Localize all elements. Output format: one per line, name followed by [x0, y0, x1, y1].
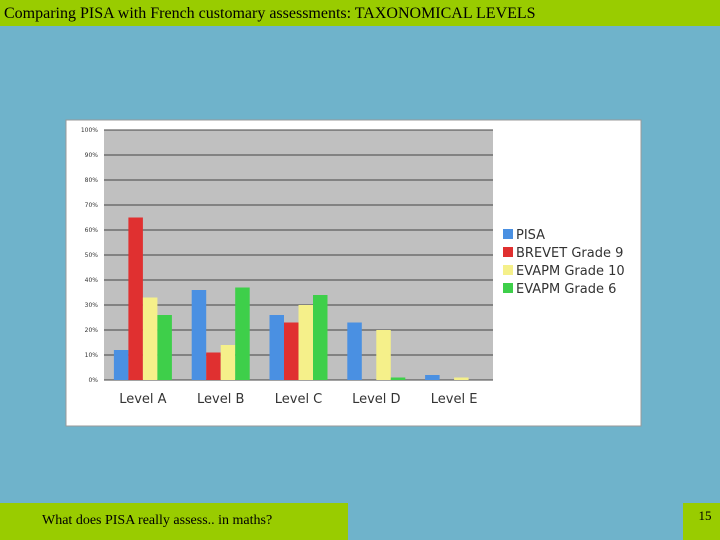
y-tick-label: 20% — [85, 327, 99, 334]
slide-title: Comparing PISA with French customary ass… — [4, 5, 536, 22]
bar — [425, 375, 440, 380]
bar — [454, 377, 469, 380]
x-tick-label: Level B — [197, 392, 244, 407]
x-tick-label: Level A — [119, 392, 166, 407]
legend-swatch — [503, 265, 513, 275]
y-tick-label: 100% — [81, 127, 98, 134]
legend-label: PISA — [516, 228, 545, 243]
x-tick-label: Level E — [431, 392, 478, 407]
legend-label: EVAPM Grade 6 — [516, 282, 616, 297]
bar — [157, 315, 172, 380]
legend-swatch — [503, 229, 513, 239]
bar — [128, 217, 143, 380]
bar — [284, 322, 299, 380]
y-tick-label: 40% — [85, 277, 99, 284]
bar — [313, 295, 328, 380]
legend-swatch — [503, 247, 513, 257]
page-number-box — [683, 503, 720, 540]
bar — [347, 322, 362, 380]
title-bar — [0, 0, 720, 26]
x-tick-label: Level D — [352, 392, 400, 407]
bar — [235, 287, 250, 380]
bar — [390, 377, 406, 380]
legend-label: BREVET Grade 9 — [516, 246, 623, 261]
bar — [191, 290, 207, 380]
footer-text: What does PISA really assess.. in maths? — [42, 513, 272, 528]
y-tick-label: 60% — [85, 227, 99, 234]
legend-label: EVAPM Grade 10 — [516, 264, 625, 279]
y-tick-label: 30% — [85, 302, 99, 309]
bar — [220, 345, 236, 380]
y-tick-label: 90% — [85, 152, 99, 159]
page-number: 15 — [699, 508, 712, 523]
y-tick-label: 50% — [85, 252, 99, 259]
bar — [376, 330, 391, 380]
bar — [206, 352, 221, 380]
y-tick-label: 80% — [85, 177, 99, 184]
footer-bar — [0, 503, 348, 540]
bar — [269, 315, 284, 380]
bar — [142, 297, 158, 380]
y-tick-label: 10% — [85, 352, 99, 359]
bar — [113, 350, 129, 380]
bar — [298, 305, 313, 380]
y-tick-label: 0% — [88, 377, 98, 384]
x-tick-label: Level C — [275, 392, 323, 407]
y-tick-label: 70% — [85, 202, 99, 209]
legend-swatch — [503, 283, 513, 293]
